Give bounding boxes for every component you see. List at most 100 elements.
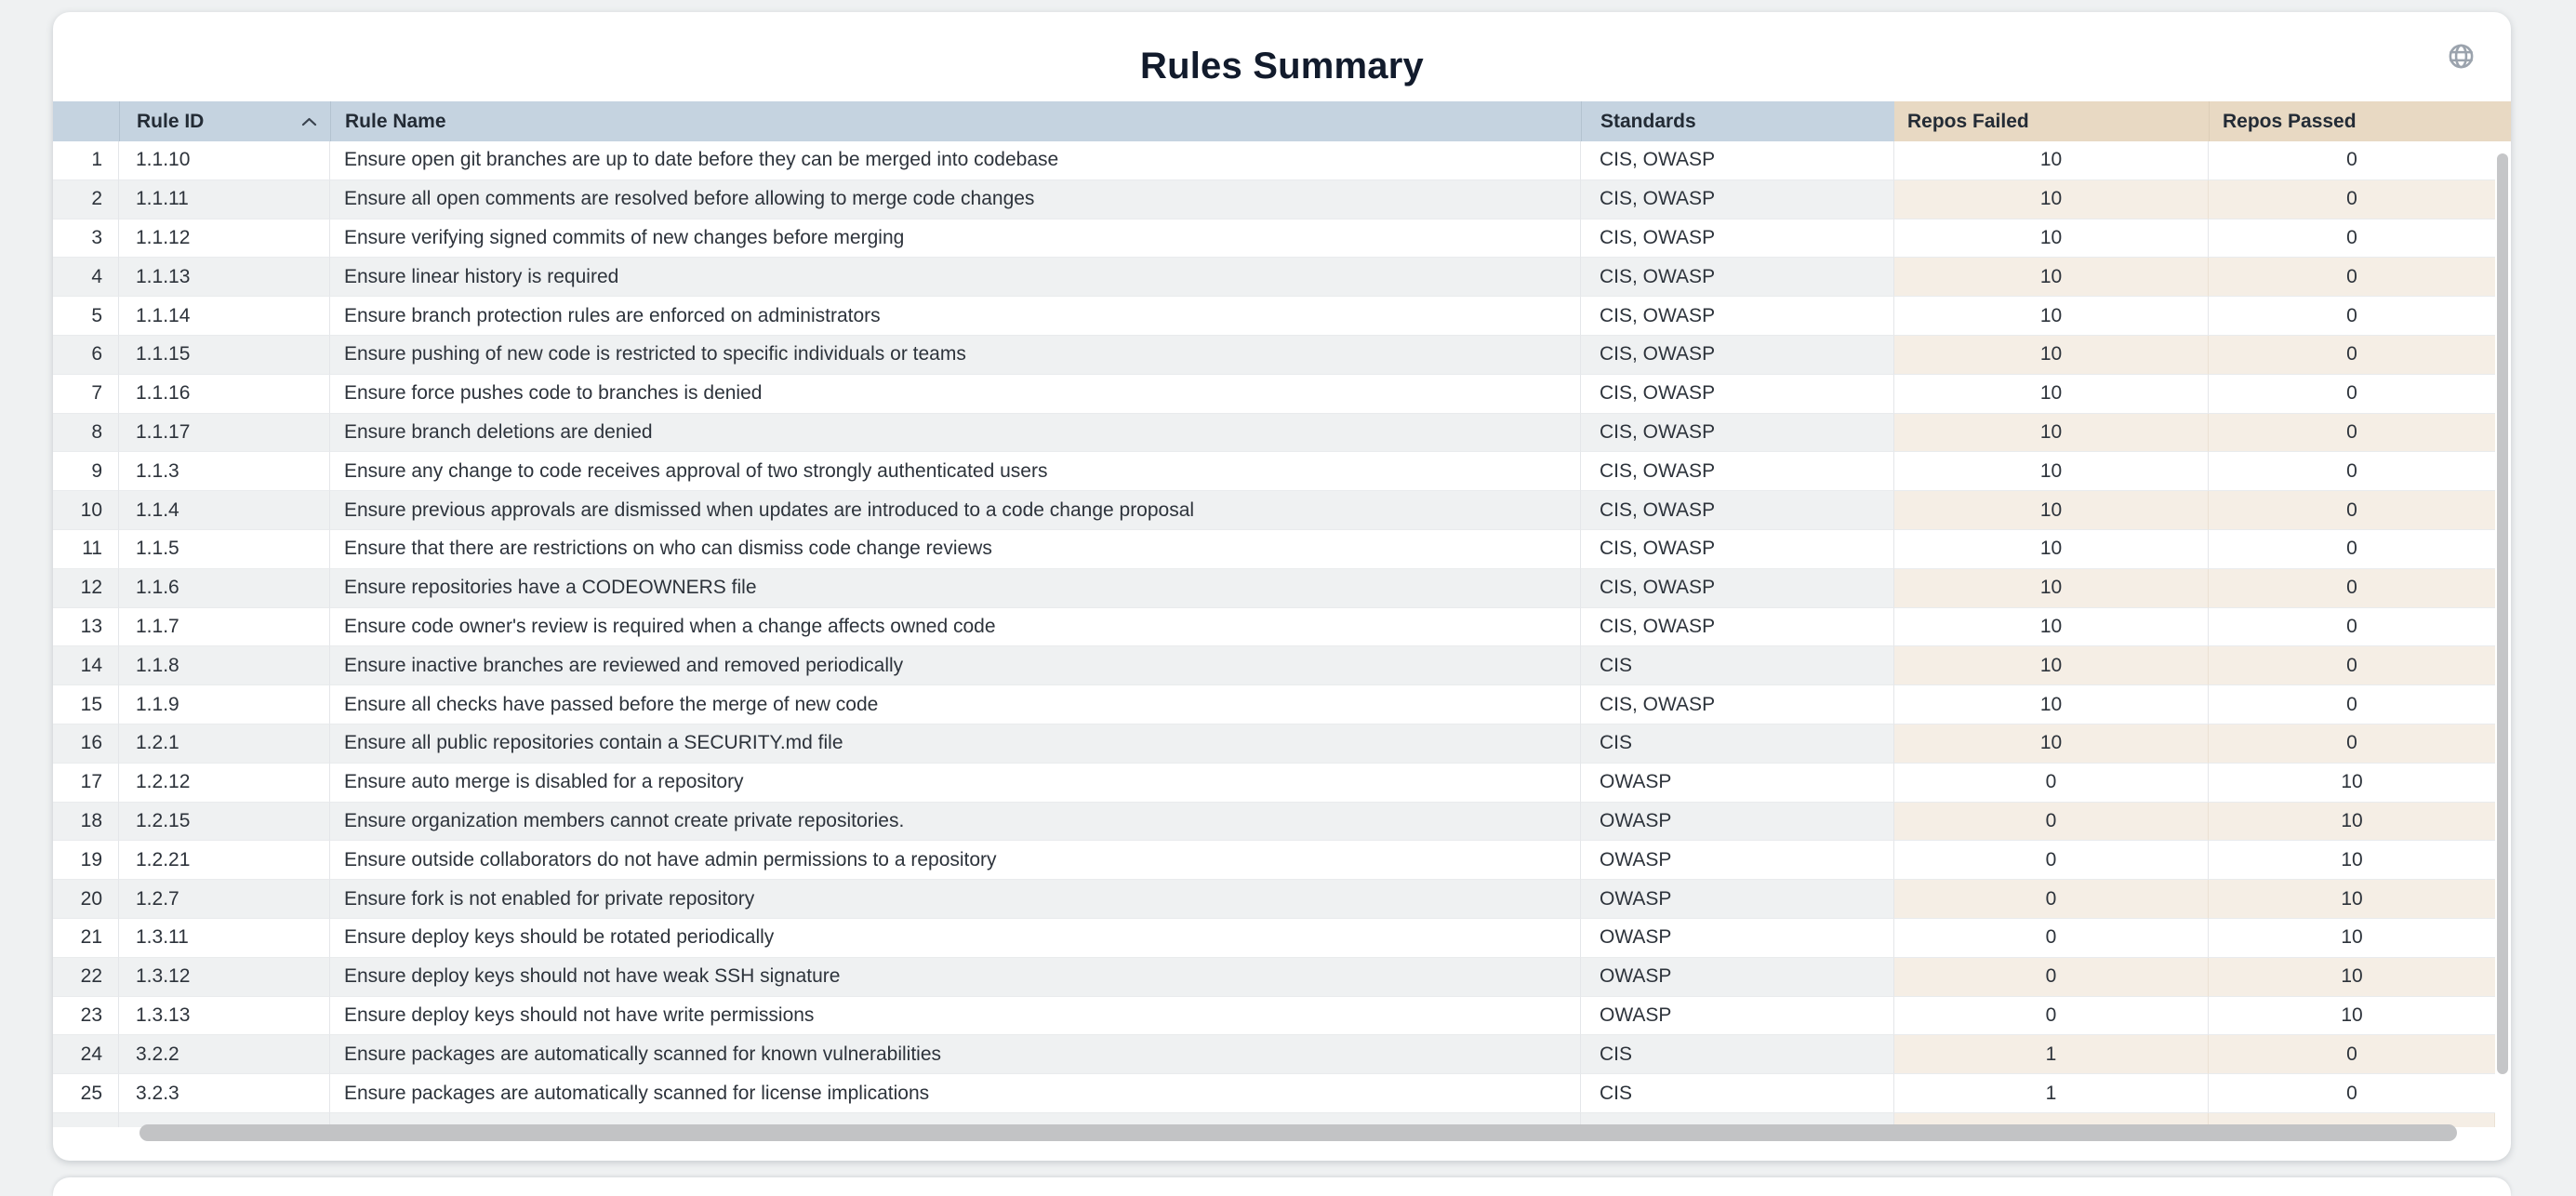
cell-rule-id: 1.2.15 bbox=[119, 803, 330, 842]
table-row[interactable]: 5 1.1.14 Ensure branch protection rules … bbox=[53, 297, 2511, 336]
row-index: 7 bbox=[53, 375, 119, 414]
cell-repos-passed: 0 bbox=[2209, 1035, 2495, 1074]
header-rule-name[interactable]: Rule Name bbox=[330, 101, 1581, 141]
table-row[interactable]: 2 1.1.11 Ensure all open comments are re… bbox=[53, 180, 2511, 219]
cell-rule-id: 1.1.8 bbox=[119, 646, 330, 685]
header-rule-id[interactable]: Rule ID bbox=[119, 101, 330, 141]
page-title: Rules Summary bbox=[53, 46, 2511, 87]
vertical-scrollbar[interactable] bbox=[2497, 153, 2508, 1074]
cell-repos-failed: 0 bbox=[1894, 919, 2209, 958]
cell-standards: CIS, OWASP bbox=[1581, 336, 1894, 375]
header-repos-passed[interactable]: Repos Passed bbox=[2209, 101, 2495, 141]
cell-standards: CIS, OWASP bbox=[1581, 491, 1894, 530]
cell-repos-failed: 0 bbox=[1894, 880, 2209, 919]
cell-repos-failed: 10 bbox=[1894, 297, 2209, 336]
cell-standards: CIS, OWASP bbox=[1581, 219, 1894, 259]
header-scrollbar-gutter bbox=[2495, 101, 2511, 141]
cell-repos-failed: 10 bbox=[1894, 219, 2209, 259]
cell-rule-name: Ensure packages are automatically scanne… bbox=[330, 1035, 1581, 1074]
table-row[interactable]: 20 1.2.7 Ensure fork is not enabled for … bbox=[53, 880, 2511, 919]
cell-rule-id: 1.3.11 bbox=[119, 919, 330, 958]
table-row[interactable]: 12 1.1.6 Ensure repositories have a CODE… bbox=[53, 569, 2511, 608]
cell-standards: CIS, OWASP bbox=[1581, 530, 1894, 569]
row-index: 6 bbox=[53, 336, 119, 375]
cell-rule-id: 1.1.17 bbox=[119, 414, 330, 453]
cell-rule-name: Ensure that there are restrictions on wh… bbox=[330, 530, 1581, 569]
cell-standards: CIS, OWASP bbox=[1581, 180, 1894, 219]
cell-rule-name: Ensure deploy keys should not have write… bbox=[330, 997, 1581, 1036]
table-row[interactable]: 13 1.1.7 Ensure code owner's review is r… bbox=[53, 608, 2511, 647]
cell-standards: OWASP bbox=[1581, 803, 1894, 842]
table-row[interactable]: 19 1.2.21 Ensure outside collaborators d… bbox=[53, 841, 2511, 880]
cell-rule-name: Ensure deploy keys should be rotated per… bbox=[330, 919, 1581, 958]
row-index: 25 bbox=[53, 1074, 119, 1113]
table-row[interactable]: 11 1.1.5 Ensure that there are restricti… bbox=[53, 530, 2511, 569]
cell-rule-name: Ensure deploy keys should not have weak … bbox=[330, 958, 1581, 997]
header-standards[interactable]: Standards bbox=[1581, 101, 1894, 141]
cell-rule-name: Ensure all public repositories contain a… bbox=[330, 724, 1581, 764]
table-row[interactable]: 23 1.3.13 Ensure deploy keys should not … bbox=[53, 997, 2511, 1036]
cell-repos-passed: 0 bbox=[2209, 646, 2495, 685]
row-index: 4 bbox=[53, 258, 119, 297]
cell-repos-failed: 10 bbox=[1894, 141, 2209, 180]
table-row[interactable]: 25 3.2.3 Ensure packages are automatical… bbox=[53, 1074, 2511, 1113]
row-index: 16 bbox=[53, 724, 119, 764]
globe-icon[interactable] bbox=[2447, 42, 2476, 71]
cell-rule-name: Ensure inactive branches are reviewed an… bbox=[330, 646, 1581, 685]
row-index: 2 bbox=[53, 180, 119, 219]
table-row[interactable]: 17 1.2.12 Ensure auto merge is disabled … bbox=[53, 764, 2511, 803]
cell-repos-passed: 0 bbox=[2209, 608, 2495, 647]
table-row[interactable]: 9 1.1.3 Ensure any change to code receiv… bbox=[53, 452, 2511, 491]
cell-rule-name: Ensure packages are automatically scanne… bbox=[330, 1074, 1581, 1113]
row-index: 9 bbox=[53, 452, 119, 491]
cell-rule-id: 1.1.12 bbox=[119, 219, 330, 259]
cell-repos-failed: 10 bbox=[1894, 608, 2209, 647]
row-index: 23 bbox=[53, 997, 119, 1036]
header-repos-failed[interactable]: Repos Failed bbox=[1894, 101, 2209, 141]
table-row[interactable]: 21 1.3.11 Ensure deploy keys should be r… bbox=[53, 919, 2511, 958]
table-row[interactable]: 4 1.1.13 Ensure linear history is requir… bbox=[53, 258, 2511, 297]
table-row[interactable]: 3 1.1.12 Ensure verifying signed commits… bbox=[53, 219, 2511, 259]
cell-standards: OWASP bbox=[1581, 997, 1894, 1036]
table-row[interactable]: 6 1.1.15 Ensure pushing of new code is r… bbox=[53, 336, 2511, 375]
cell-rule-id: 1.1.15 bbox=[119, 336, 330, 375]
cell-repos-failed: 0 bbox=[1894, 841, 2209, 880]
cell-rule-name: Ensure force pushes code to branches is … bbox=[330, 375, 1581, 414]
cell-repos-passed: 0 bbox=[2209, 336, 2495, 375]
cell-rule-name: Ensure branch protection rules are enfor… bbox=[330, 297, 1581, 336]
table-row[interactable]: 1 1.1.10 Ensure open git branches are up… bbox=[53, 141, 2511, 180]
table-row[interactable]: 14 1.1.8 Ensure inactive branches are re… bbox=[53, 646, 2511, 685]
cell-repos-passed: 0 bbox=[2209, 219, 2495, 259]
cell-standards: CIS, OWASP bbox=[1581, 258, 1894, 297]
row-index: 14 bbox=[53, 646, 119, 685]
cell-repos-failed: 0 bbox=[1894, 997, 2209, 1036]
cell-repos-failed: 0 bbox=[1894, 764, 2209, 803]
cell-repos-failed: 10 bbox=[1894, 452, 2209, 491]
cell-standards: CIS, OWASP bbox=[1581, 608, 1894, 647]
cell-rule-name: Ensure all open comments are resolved be… bbox=[330, 180, 1581, 219]
table-header-row: Rule ID Rule Name Standards Repos Failed… bbox=[53, 101, 2511, 141]
cell-rule-id: 1.3.12 bbox=[119, 958, 330, 997]
horizontal-scrollbar[interactable] bbox=[139, 1124, 2457, 1141]
table-row[interactable]: 10 1.1.4 Ensure previous approvals are d… bbox=[53, 491, 2511, 530]
cell-repos-passed: 10 bbox=[2209, 764, 2495, 803]
cell-rule-id: 1.1.16 bbox=[119, 375, 330, 414]
chevron-up-icon[interactable] bbox=[301, 117, 317, 126]
cell-repos-passed: 0 bbox=[2209, 414, 2495, 453]
table-row[interactable]: 18 1.2.15 Ensure organization members ca… bbox=[53, 803, 2511, 842]
cell-rule-id: 1.3.13 bbox=[119, 997, 330, 1036]
table-row[interactable]: 8 1.1.17 Ensure branch deletions are den… bbox=[53, 414, 2511, 453]
table-row[interactable]: 16 1.2.1 Ensure all public repositories … bbox=[53, 724, 2511, 764]
table-row[interactable]: 15 1.1.9 Ensure all checks have passed b… bbox=[53, 685, 2511, 724]
cell-repos-passed: 0 bbox=[2209, 685, 2495, 724]
table-row[interactable]: 7 1.1.16 Ensure force pushes code to bra… bbox=[53, 375, 2511, 414]
cell-standards: OWASP bbox=[1581, 919, 1894, 958]
cell-repos-passed: 0 bbox=[2209, 375, 2495, 414]
cell-repos-passed: 10 bbox=[2209, 880, 2495, 919]
cell-rule-id: 1.2.1 bbox=[119, 724, 330, 764]
cell-repos-failed: 10 bbox=[1894, 180, 2209, 219]
table-row[interactable]: 24 3.2.2 Ensure packages are automatical… bbox=[53, 1035, 2511, 1074]
cell-standards: CIS bbox=[1581, 1074, 1894, 1113]
table-row[interactable]: 22 1.3.12 Ensure deploy keys should not … bbox=[53, 958, 2511, 997]
row-index: 11 bbox=[53, 530, 119, 569]
